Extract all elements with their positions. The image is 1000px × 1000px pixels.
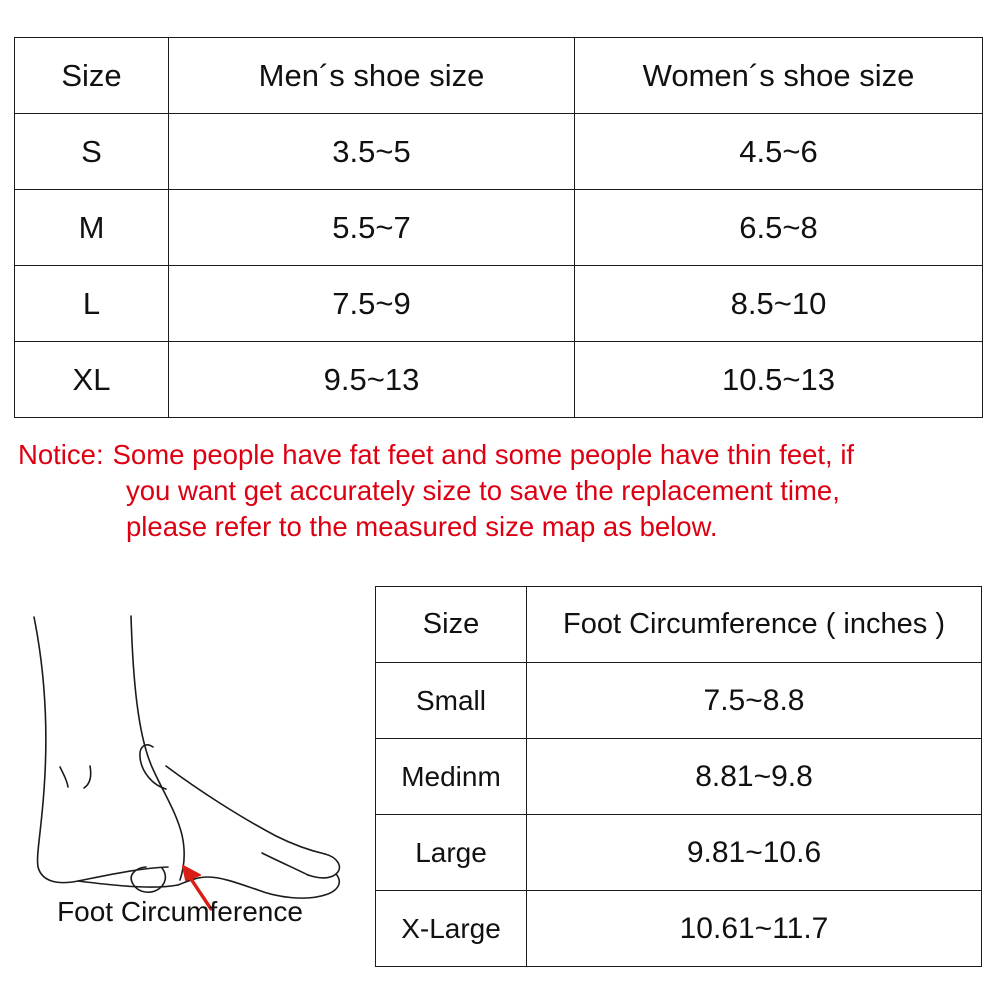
table-row: Large 9.81~10.6 [375, 814, 982, 891]
instep-outline-path [165, 765, 326, 855]
cell-size: M [14, 189, 169, 266]
table-row: Medinm 8.81~9.8 [375, 738, 982, 815]
cell-size: XL [14, 341, 169, 418]
table-header-row: Size Men´s shoe size Women´s shoe size [14, 37, 983, 114]
measurement-arrow-icon [182, 865, 213, 911]
notice-line-1: Notice: Some people have fat feet and som… [18, 437, 982, 473]
sole-outline-path [177, 873, 341, 899]
big-toe-upper-path [261, 852, 309, 876]
foot-diagram [0, 585, 370, 945]
ankle-bone-path [59, 766, 69, 788]
shin-outline-path [130, 615, 185, 881]
cell-size: Small [375, 662, 527, 739]
heel-underside-path [77, 880, 179, 888]
table-row: L 7.5~9 8.5~10 [14, 265, 983, 342]
arrow-head [182, 865, 201, 881]
foot-outline-svg [33, 615, 341, 911]
tape-loop-bottom-path [130, 866, 167, 893]
cell-womens-size: 4.5~6 [574, 113, 983, 190]
shoe-size-table: Size Men´s shoe size Women´s shoe size S… [14, 37, 983, 418]
column-header-size: Size [375, 586, 527, 663]
cell-womens-size: 10.5~13 [574, 341, 983, 418]
notice-line-2: you want get accurately size to save the… [126, 475, 840, 506]
table-row: X-Large 10.61~11.7 [375, 890, 982, 967]
table-row: S 3.5~5 4.5~6 [14, 113, 983, 190]
column-header-womens-shoe-size: Women´s shoe size [574, 37, 983, 114]
ankle-crease-path [83, 765, 92, 789]
notice-line-3: please refer to the measured size map as… [126, 511, 718, 542]
notice-line-1-text: Some people have fat feet and some peopl… [112, 439, 855, 470]
cell-mens-size: 7.5~9 [168, 265, 575, 342]
cell-womens-size: 8.5~10 [574, 265, 983, 342]
cell-size: L [14, 265, 169, 342]
table-header-row: Size Foot Circumference ( inches ) [375, 586, 982, 663]
notice-text-block: Notice: Some people have fat feet and som… [18, 437, 982, 545]
foot-circumference-table: Size Foot Circumference ( inches ) Small… [375, 586, 982, 967]
cell-circumference: 10.61~11.7 [526, 890, 982, 967]
cell-circumference: 8.81~9.8 [526, 738, 982, 815]
table-row: XL 9.5~13 10.5~13 [14, 341, 983, 418]
cell-circumference: 9.81~10.6 [526, 814, 982, 891]
heel-outline-path [33, 616, 169, 884]
cell-mens-size: 3.5~5 [168, 113, 575, 190]
tape-loop-top-path [139, 744, 167, 790]
column-header-size: Size [14, 37, 169, 114]
cell-mens-size: 9.5~13 [168, 341, 575, 418]
cell-circumference: 7.5~8.8 [526, 662, 982, 739]
table-row: Small 7.5~8.8 [375, 662, 982, 739]
cell-size: Large [375, 814, 527, 891]
cell-mens-size: 5.5~7 [168, 189, 575, 266]
notice-label: Notice: [18, 439, 104, 470]
cell-womens-size: 6.5~8 [574, 189, 983, 266]
cell-size: X-Large [375, 890, 527, 967]
cell-size: S [14, 113, 169, 190]
table-row: M 5.5~7 6.5~8 [14, 189, 983, 266]
foot-diagram-caption: Foot Circumference [57, 896, 303, 927]
column-header-mens-shoe-size: Men´s shoe size [168, 37, 575, 114]
cell-size: Medinm [375, 738, 527, 815]
toe-tip-path [307, 853, 341, 879]
column-header-foot-circumference: Foot Circumference ( inches ) [526, 586, 982, 663]
